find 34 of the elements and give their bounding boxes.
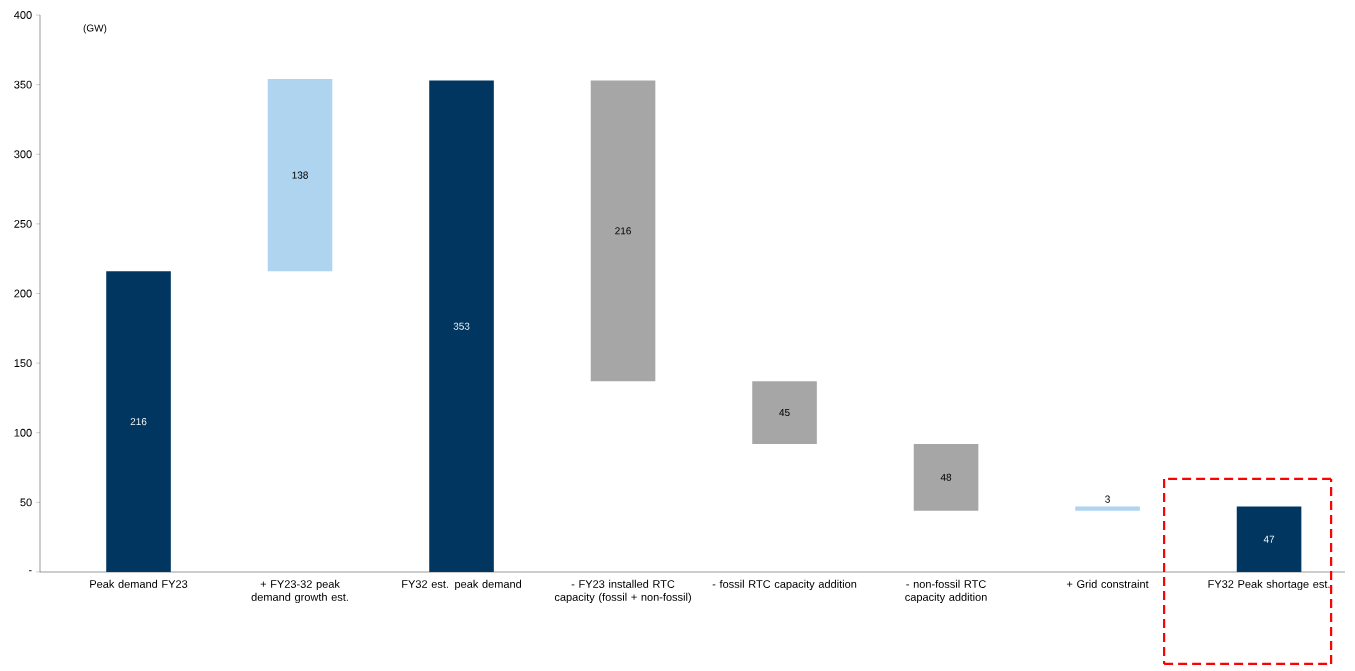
bar — [590, 80, 656, 382]
y-tick-label: 350 — [14, 80, 32, 89]
bar — [267, 79, 333, 272]
bar — [1075, 506, 1140, 511]
data-label: 45 — [779, 409, 790, 417]
bar — [752, 381, 817, 444]
data-label: 216 — [615, 227, 631, 235]
y-tick-label: 50 — [20, 498, 32, 507]
y-tick-label: - — [28, 570, 32, 572]
x-tick-label: - fossil RTC capacity addition — [712, 579, 857, 591]
data-label: 3 — [1105, 495, 1110, 503]
y-tick-label: 300 — [14, 150, 32, 159]
bar — [106, 271, 171, 572]
y-tick-label: 100 — [14, 428, 32, 437]
data-label: 47 — [1263, 535, 1275, 543]
x-tick-label: Peak demand FY23 — [90, 579, 188, 588]
y-tick-label: 150 — [14, 359, 32, 368]
x-tick-label: + FY23-32 peak demand growth est. — [251, 579, 348, 604]
x-tick-label: - non-fossil RTC capacity addition — [905, 579, 987, 604]
data-label: 48 — [940, 473, 952, 481]
x-tick-label: FY32 est. peak demand — [402, 579, 522, 591]
bar — [429, 80, 494, 572]
bar — [1236, 506, 1302, 572]
y-tick-label: 200 — [14, 289, 32, 298]
data-label: 216 — [130, 418, 147, 426]
y-axis-title: (GW) — [83, 24, 107, 34]
data-label: 138 — [292, 171, 308, 179]
x-tick-label: - FY23 installed RTC capacity (fossil + non-fossil) — [554, 579, 691, 604]
x-tick-label: FY32 Peak shortage est. — [1208, 579, 1330, 591]
bar — [913, 443, 979, 511]
y-tick-label: 250 — [14, 219, 32, 228]
y-tick-label: 400 — [14, 11, 32, 19]
x-tick-label: + Grid constraint — [1066, 579, 1149, 588]
data-label: 353 — [453, 322, 470, 330]
